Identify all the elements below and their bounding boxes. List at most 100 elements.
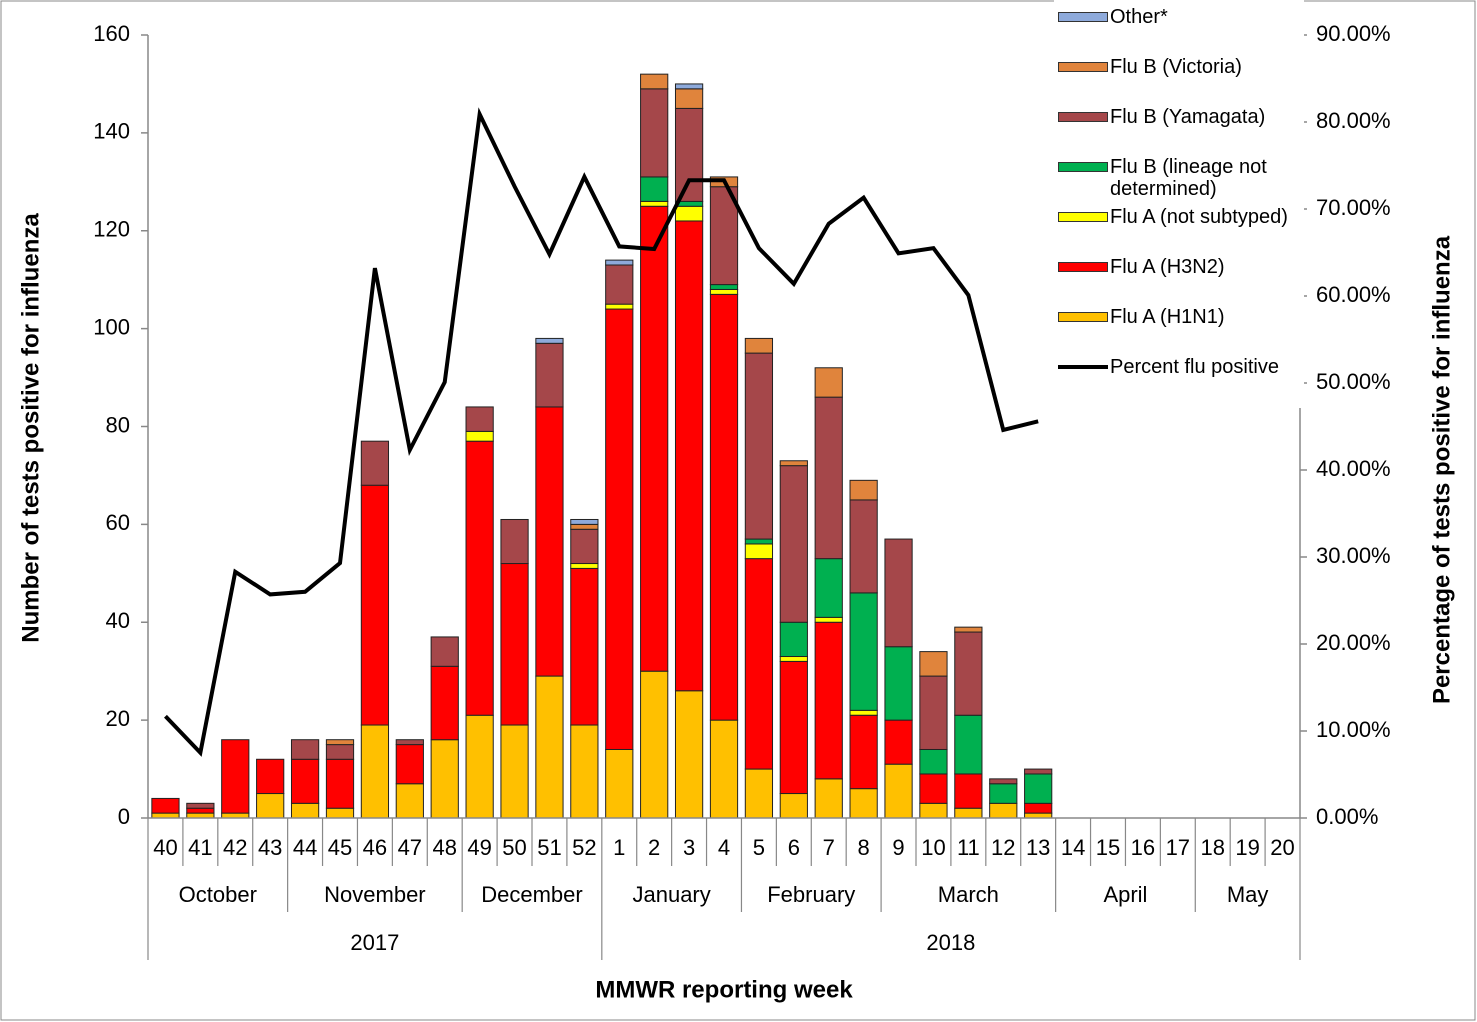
y2-tick-label: 70.00% xyxy=(1316,195,1391,220)
bar-segment xyxy=(570,563,599,569)
y-tick-label: 120 xyxy=(93,217,130,242)
bar-segment xyxy=(779,621,808,658)
bar-segment xyxy=(1024,773,1053,804)
x-tick-label: 10 xyxy=(921,835,945,860)
legend-swatch xyxy=(1058,262,1108,272)
bar-segment xyxy=(884,646,913,721)
y2-tick-label: 40.00% xyxy=(1316,456,1391,481)
bar-segment xyxy=(640,176,669,202)
bar-segment xyxy=(919,802,948,819)
bar-segment xyxy=(814,616,843,623)
bar-segment xyxy=(779,460,808,467)
bar-segment xyxy=(605,259,634,266)
bar-segment xyxy=(1024,768,1053,775)
x-tick-label: 8 xyxy=(858,835,870,860)
year_groups-label: 2017 xyxy=(350,930,399,955)
y-tick-label: 160 xyxy=(93,21,130,46)
bar-segment xyxy=(954,807,983,819)
bar-segment xyxy=(535,342,564,408)
bar-segment xyxy=(640,670,669,819)
x-tick-label: 2 xyxy=(648,835,660,860)
bar-segment xyxy=(884,763,913,819)
legend-label: Flu A (H3N2) xyxy=(1110,256,1225,278)
x-tick-label: 12 xyxy=(991,835,1015,860)
bar-segment xyxy=(570,523,599,530)
bar-segment xyxy=(849,788,878,819)
bar-segment xyxy=(325,744,355,760)
x-tick-label: 40 xyxy=(153,835,177,860)
bar-segment xyxy=(395,744,424,785)
x-tick-label: 3 xyxy=(683,835,695,860)
bar-segment xyxy=(954,631,983,716)
bar-segment xyxy=(1024,802,1053,814)
legend-swatch xyxy=(1058,312,1108,322)
y2-tick-label: 50.00% xyxy=(1316,369,1391,394)
x-tick-label: 44 xyxy=(293,835,317,860)
bar-segment xyxy=(535,337,564,344)
bar-segment xyxy=(325,758,355,809)
y-tick-label: 140 xyxy=(93,119,130,144)
bar-segment xyxy=(674,205,704,222)
month_groups-label: May xyxy=(1227,882,1269,907)
x-tick-label: 7 xyxy=(823,835,835,860)
legend-swatch xyxy=(1058,365,1108,369)
y2-tick-label: 0.00% xyxy=(1316,804,1378,829)
legend-label: Flu A (H1N1) xyxy=(1110,306,1225,328)
bar-segment xyxy=(430,636,459,667)
bar-segment xyxy=(814,558,843,618)
bar-segment xyxy=(640,73,669,90)
y2-tick-label: 30.00% xyxy=(1316,543,1391,568)
y-tick-label: 80 xyxy=(106,412,130,437)
bar-segment xyxy=(500,518,529,565)
bar-segment xyxy=(674,107,704,202)
bars xyxy=(151,73,1053,819)
y-tick-label: 60 xyxy=(106,510,130,535)
x-tick-label: 52 xyxy=(572,835,596,860)
bar-segment xyxy=(849,714,878,790)
bar-segment xyxy=(954,626,983,633)
legend-swatch xyxy=(1058,12,1108,22)
x-tick-label: 9 xyxy=(892,835,904,860)
x-tick-label: 47 xyxy=(398,835,422,860)
month_groups-label: December xyxy=(481,882,582,907)
bar-segment xyxy=(779,656,808,662)
bar-segment xyxy=(640,88,669,178)
bar-segment xyxy=(360,724,390,819)
bar-segment xyxy=(849,499,878,594)
x-tick-label: 6 xyxy=(788,835,800,860)
year_groups-label: 2018 xyxy=(926,930,975,955)
y-tick-label: 40 xyxy=(106,608,130,633)
month_groups-label: January xyxy=(632,882,710,907)
bar-segment xyxy=(849,709,878,716)
bar-segment xyxy=(465,440,494,716)
legend-label: Other* xyxy=(1110,6,1168,28)
bar-segment xyxy=(221,739,250,814)
y-tick-label: 0 xyxy=(118,804,130,829)
bar-segment xyxy=(709,719,739,819)
bar-segment xyxy=(395,739,424,746)
x-tick-label: 17 xyxy=(1166,835,1190,860)
bar-segment xyxy=(779,465,808,623)
y-tick-label: 20 xyxy=(106,706,130,731)
bar-segment xyxy=(151,797,180,814)
bar-segment xyxy=(186,802,215,809)
month_groups-label: April xyxy=(1103,882,1147,907)
bar-segment xyxy=(674,83,704,90)
bar-segment xyxy=(744,337,774,354)
y-tick-label: 100 xyxy=(93,314,130,339)
legend-swatch xyxy=(1058,162,1108,172)
bar-segment xyxy=(849,592,878,711)
bar-segment xyxy=(709,293,739,721)
bar-segment xyxy=(779,660,808,795)
legend-label: Flu B (Yamagata) xyxy=(1110,106,1266,128)
line-series xyxy=(164,107,1039,757)
x-tick-label: 45 xyxy=(328,835,352,860)
bar-segment xyxy=(674,88,704,109)
bar-segment xyxy=(570,567,599,726)
x-tick-label: 19 xyxy=(1235,835,1259,860)
month_groups-label: March xyxy=(938,882,999,907)
x-tick-label: 41 xyxy=(188,835,212,860)
bar-segment xyxy=(605,264,634,305)
